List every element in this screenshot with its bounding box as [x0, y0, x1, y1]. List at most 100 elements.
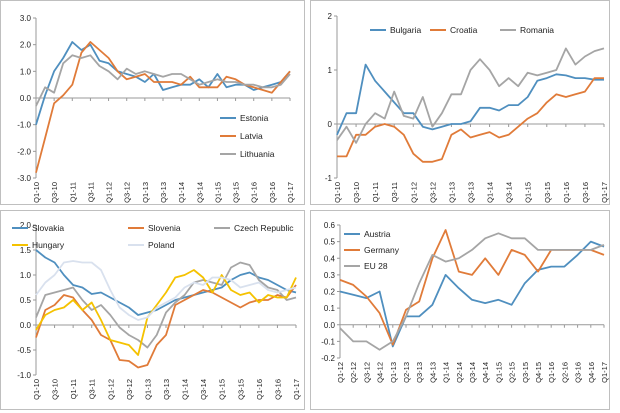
x-tick-label: Q3-15 [521, 362, 530, 383]
series-line-croatia [337, 77, 604, 163]
y-tick-label: -1.0 [17, 121, 31, 130]
y-tick-label: 3.0 [20, 14, 32, 23]
y-tick-label: 2 [328, 12, 333, 21]
y-tick-label: 0.0 [324, 321, 336, 330]
legend-label: Poland [148, 240, 175, 250]
chart-frame [0, 0, 305, 205]
legend: Estonia Latvia Lithuania [220, 113, 275, 159]
series-line-eu-28 [339, 232, 605, 351]
y-tick-label: -1.0 [17, 371, 31, 380]
x-tick-label: Q4-12 [376, 362, 385, 383]
x-tick-label: Q3-12 [123, 182, 132, 203]
x-tick-label: Q3-15 [232, 182, 241, 203]
series-line-austria [339, 240, 605, 348]
y-tick-label: -2.0 [17, 147, 31, 156]
x-tick-label: Q1-10 [32, 182, 41, 203]
x-tick-label: Q3-12 [125, 379, 134, 400]
x-tick-label: Q1-13 [389, 362, 398, 383]
y-tick-label: 2.0 [20, 221, 32, 230]
series-line-lithuania [35, 54, 291, 107]
x-tick-label: Q1-14 [442, 362, 451, 383]
x-tick-label: Q3-12 [428, 182, 437, 203]
x-tick-label: Q1-15 [213, 182, 222, 203]
x-tick-label: Q1-15 [524, 182, 533, 203]
legend-label: Austria [364, 229, 391, 239]
chart-2: -1 0 1 2 Q1-10 Q3-10 Q1-11 Q3-11 Q1-12 Q3-12 Q1-13… [310, 0, 610, 205]
y-tick-label: 0.2 [324, 288, 336, 297]
x-tick-label: Q1-13 [447, 182, 456, 203]
x-tick-label: Q2-12 [349, 362, 358, 383]
legend-label: Hungary [32, 240, 65, 250]
y-tick-label: 0 [328, 120, 333, 129]
x-tick-label: Q3-13 [162, 379, 171, 400]
legend-label: Bulgaria [390, 25, 421, 35]
x-tick-label: Q3-13 [467, 182, 476, 203]
legend-label: Slovenia [148, 223, 181, 233]
x-tick-label: Q3-16 [574, 362, 583, 383]
x-tick-label: Q1-17 [600, 362, 609, 383]
y-tick-label: 0.0 [20, 94, 32, 103]
x-tick-label: Q1-10 [333, 182, 342, 203]
series-line-hungary [35, 269, 297, 356]
y-tick-label: -0.2 [321, 354, 335, 363]
legend-label: Croatia [450, 25, 478, 35]
chart-1: -3.0 -2.0 -1.0 0.0 1.0 2.0 3.0 Q1-10 Q3-10 Q1-11 Q… [0, 0, 305, 205]
y-tick-label: 0.5 [324, 238, 336, 247]
series-line-romania [336, 47, 605, 144]
legend-label: EU 28 [364, 261, 388, 271]
x-tick-label: Q1-14 [486, 182, 495, 203]
x-tick-label: Q1-17 [600, 182, 609, 203]
series-line-bulgaria [336, 63, 604, 136]
series-line-czech-republic [35, 261, 297, 349]
x-tick-label: Q1-10 [32, 379, 41, 400]
x-tick-label: Q1-11 [69, 379, 78, 399]
x-tick-label: Q1-13 [143, 379, 152, 400]
x-tick-label: Q2-16 [560, 362, 569, 383]
chart-3: -1.0 -0.5 0.0 0.5 1.0 1.5 2.0 Q1-10 Q3-10 Q1-11 Q3… [0, 210, 305, 410]
x-tick-label: Q1-12 [336, 362, 345, 383]
y-tick-label: -1 [325, 174, 333, 183]
x-tick-label: Q3-13 [415, 362, 424, 383]
x-tick-label: Q1-17 [286, 182, 295, 203]
x-tick-label: Q3-13 [159, 182, 168, 203]
series-line-poland [35, 260, 297, 321]
x-tick-label: Q4-15 [534, 362, 543, 383]
y-tick-label: 1.0 [20, 271, 32, 280]
x-tick-label: Q1-12 [106, 379, 115, 400]
legend-label: Lithuania [240, 149, 275, 159]
series-line-slovakia [35, 249, 297, 316]
legend: Austria Germany EU 28 [344, 229, 400, 271]
x-tick-label: Q3-10 [352, 182, 361, 203]
y-tick-label: 0.5 [20, 296, 32, 305]
x-tick-label: Q1-15 [494, 362, 503, 383]
x-tick-label: Q1-13 [141, 182, 150, 203]
y-tick-label: 0.3 [324, 271, 336, 280]
chart-4: -0.2 -0.1 0.0 0.1 0.2 0.3 0.4 0.5 0.6 Q1-12 Q2-12 Q… [310, 210, 610, 410]
legend-label: Romania [520, 25, 554, 35]
x-tick-label: Q1-14 [181, 379, 190, 400]
x-tick-label: Q3-14 [505, 182, 514, 203]
x-tick-label: Q3-16 [268, 182, 277, 203]
legend-label: Latvia [240, 131, 263, 141]
legend: Bulgaria Croatia Romania [370, 25, 554, 35]
chart-frame [310, 210, 610, 410]
y-tick-label: 0.4 [324, 254, 336, 263]
legend-label: Germany [364, 245, 400, 255]
x-tick-label: Q4-16 [587, 362, 596, 383]
y-tick-label: 1 [328, 66, 333, 75]
x-tick-label: Q2-15 [508, 362, 517, 383]
y-tick-label: -3.0 [17, 174, 31, 183]
y-tick-label: 1.5 [20, 246, 32, 255]
x-tick-label: Q4-13 [428, 362, 437, 383]
x-tick-label: Q2-14 [455, 362, 464, 383]
y-tick-label: 1.0 [20, 67, 32, 76]
x-tick-label: Q1-16 [562, 182, 571, 203]
x-tick-label: Q3-10 [50, 182, 59, 203]
x-tick-label: Q3-14 [468, 362, 477, 383]
x-tick-label: Q3-12 [362, 362, 371, 383]
x-tick-label: Q3-15 [236, 379, 245, 400]
x-tick-label: Q3-16 [273, 379, 282, 400]
x-tick-label: Q3-15 [543, 182, 552, 203]
legend-label: Estonia [240, 113, 269, 123]
